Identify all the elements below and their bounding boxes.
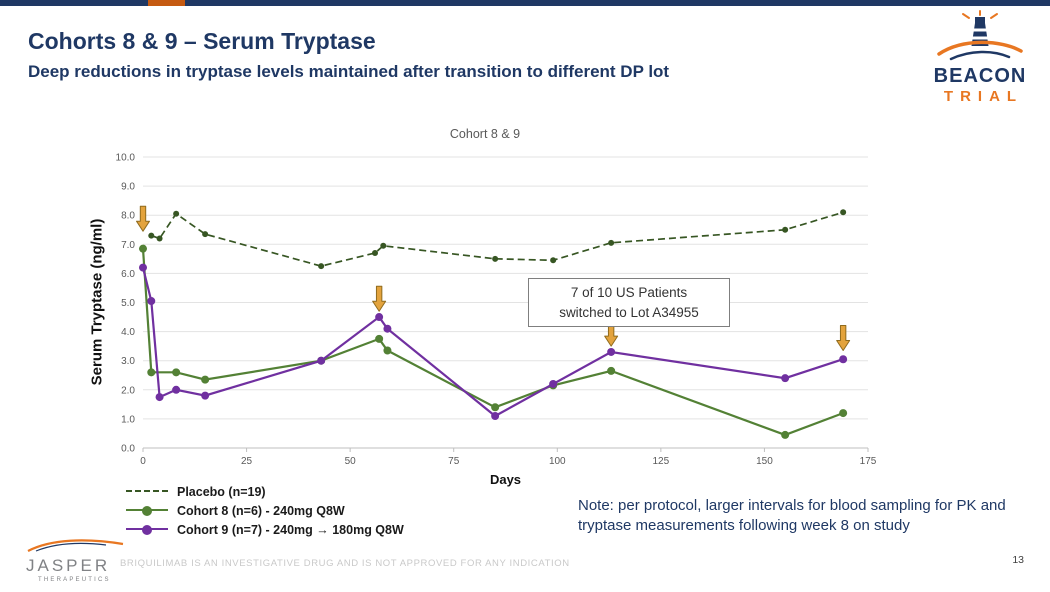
legend-label-placebo: Placebo (n=19) [177,484,266,499]
svg-text:2.0: 2.0 [121,385,135,396]
svg-text:5.0: 5.0 [121,298,135,309]
cohort9-line-swatch [126,523,168,536]
svg-text:3.0: 3.0 [121,356,135,367]
svg-text:8.0: 8.0 [121,211,135,222]
svg-text:10.0: 10.0 [116,153,136,164]
svg-text:7.0: 7.0 [121,240,135,251]
placebo-dashed-line-swatch [126,485,168,498]
svg-text:175: 175 [860,456,877,467]
annotation-box: 7 of 10 US Patients switched to Lot A349… [528,278,730,328]
tryptase-line-chart: 0.0 1.0 2.0 3.0 4.0 5.0 6.0 7.0 8.0 9.0 10.0 0 25 50 7… [116,153,877,488]
cohort8-line-swatch [126,504,168,517]
footer-disclaimer: BRIQUILIMAB IS AN INVESTIGATIVE DRUG AND… [120,558,570,569]
svg-text:0.0: 0.0 [121,444,135,455]
protocol-note: Note: per protocol, larger intervals for… [578,497,1006,535]
lighthouse-icon [937,10,1023,61]
jasper-therapeutics-text: THERAPEUTICS [38,577,111,583]
svg-text:75: 75 [448,456,460,467]
beacon-logo-text: BEACON [933,65,1027,87]
chart-legend: Placebo (n=19) Cohort 8 (n=6) - 240mg Q8… [126,482,404,539]
svg-text:9.0: 9.0 [121,182,135,193]
top-accent-orange-segment [148,0,185,6]
legend-item-cohort9: Cohort 9 (n=7) - 240mg → 180mg Q8W [126,520,404,539]
page-title: Cohorts 8 & 9 – Serum Tryptase [28,28,376,54]
page-subtitle: Deep reductions in tryptase levels maint… [28,62,670,81]
legend-item-placebo: Placebo (n=19) [126,482,404,501]
beacon-trial-text: TRIAL [943,88,1024,105]
jasper-logo-text: JASPER [26,556,111,575]
legend-item-cohort8: Cohort 8 (n=6) - 240mg Q8W [126,501,404,520]
svg-text:100: 100 [549,456,566,467]
svg-text:125: 125 [653,456,670,467]
svg-text:6.0: 6.0 [121,269,135,280]
page-number: 13 [1012,554,1024,566]
jasper-therapeutics-logo: JASPER THERAPEUTICS [26,538,126,583]
chart-title: Cohort 8 & 9 [449,127,521,141]
annotation-line-1: 7 of 10 US Patients [570,285,688,300]
svg-text:25: 25 [241,456,253,467]
svg-text:150: 150 [756,456,773,467]
legend-label-cohort9: Cohort 9 (n=7) - 240mg → 180mg Q8W [177,522,404,537]
jasper-swoosh-icon [27,539,124,552]
svg-text:0: 0 [140,456,146,467]
top-accent-bar [0,0,1050,6]
svg-text:4.0: 4.0 [121,327,135,338]
annotation-line-2: switched to Lot A34955 [559,304,699,320]
svg-text:Days: Days [490,472,521,487]
legend-label-cohort8: Cohort 8 (n=6) - 240mg Q8W [177,503,345,518]
svg-text:50: 50 [345,456,357,467]
svg-text:1.0: 1.0 [121,414,135,425]
beacon-trial-logo: BEACON TRIAL [924,10,1036,105]
